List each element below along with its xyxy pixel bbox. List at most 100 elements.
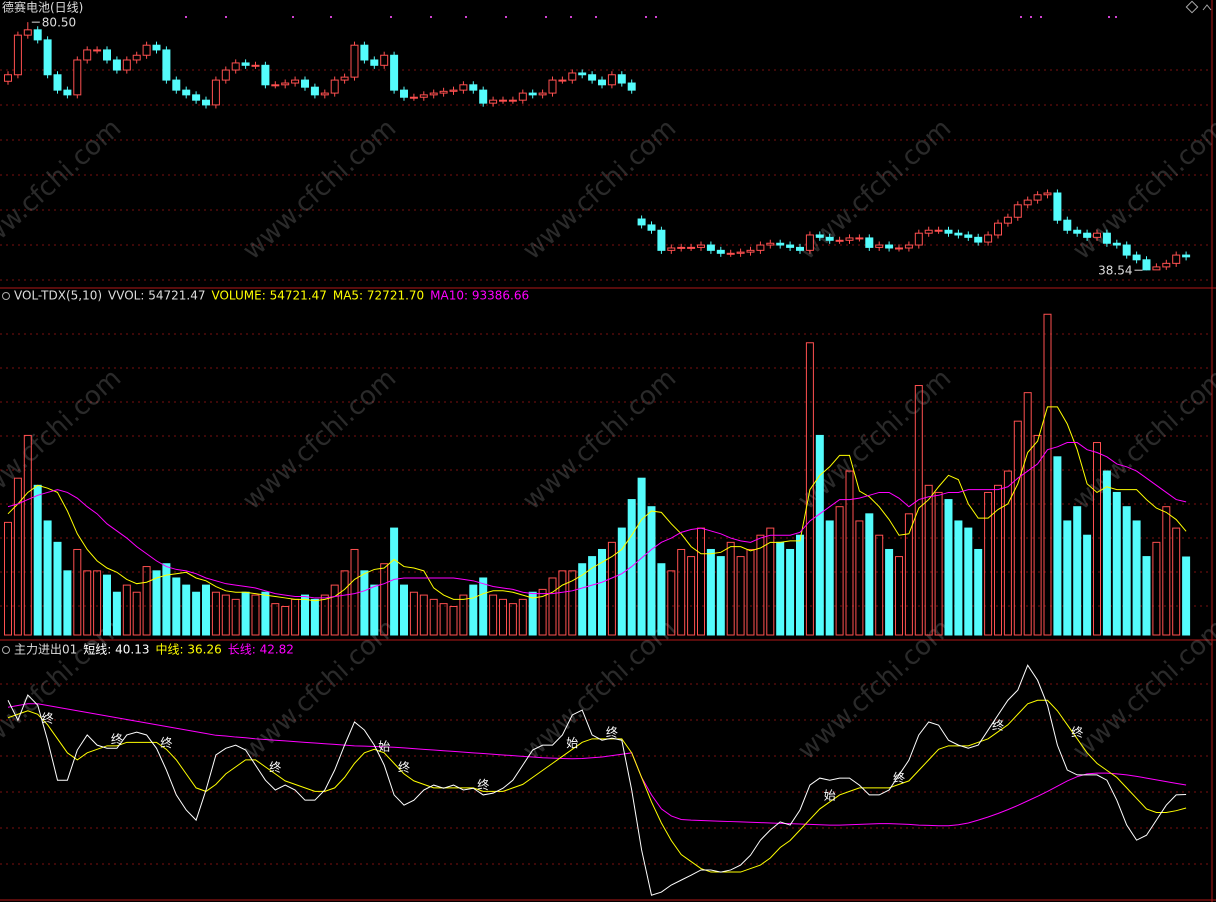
candle-body bbox=[33, 29, 42, 41]
candle-body bbox=[409, 96, 418, 99]
volume-bar bbox=[370, 584, 379, 636]
candle-body bbox=[142, 44, 151, 56]
candle-body bbox=[370, 59, 379, 66]
volume-bar bbox=[1033, 434, 1042, 636]
candle-body bbox=[211, 79, 220, 106]
icon-diamond[interactable] bbox=[1185, 0, 1199, 14]
candle-body bbox=[63, 89, 72, 96]
volume-bar bbox=[518, 598, 527, 636]
candle-body bbox=[13, 34, 22, 76]
volume-bar bbox=[766, 527, 775, 636]
icon-collapse[interactable] bbox=[1202, 4, 1212, 11]
volume-bar bbox=[23, 434, 32, 636]
candle-body bbox=[152, 44, 161, 51]
candle-body bbox=[904, 244, 913, 249]
candle-body bbox=[518, 92, 527, 101]
volume-bar bbox=[994, 484, 1002, 636]
top-marker bbox=[1030, 16, 1032, 18]
volume-bar bbox=[528, 591, 537, 636]
candle-body bbox=[241, 62, 250, 66]
volume-bar bbox=[796, 534, 804, 636]
volume-bar bbox=[449, 605, 458, 636]
candle-body bbox=[1142, 259, 1151, 271]
candle-body bbox=[400, 89, 408, 98]
candle-body bbox=[1182, 254, 1191, 258]
candle-body bbox=[598, 79, 606, 86]
volume-bar bbox=[667, 570, 676, 636]
top-marker bbox=[185, 16, 187, 18]
candle-body bbox=[964, 234, 973, 238]
volume-bar bbox=[776, 541, 785, 636]
candle-body bbox=[1043, 192, 1052, 196]
volume-bar bbox=[1122, 506, 1131, 636]
header-label: MA10: 93386.66 bbox=[430, 289, 529, 303]
candle-body bbox=[360, 44, 369, 61]
candle-body bbox=[1063, 219, 1072, 231]
volume-bar bbox=[142, 566, 151, 636]
top-marker bbox=[545, 16, 547, 18]
volume-bar bbox=[736, 556, 745, 636]
volume-bar bbox=[835, 506, 844, 636]
volume-bar bbox=[172, 577, 181, 636]
candle-body bbox=[1003, 216, 1012, 224]
volume-bar bbox=[301, 594, 309, 636]
candle-body bbox=[112, 59, 121, 71]
volume-bar bbox=[657, 563, 666, 636]
volume-bar bbox=[152, 570, 161, 636]
volume-bar bbox=[558, 570, 567, 636]
line-series bbox=[7, 699, 1187, 873]
line-series bbox=[7, 703, 1187, 827]
line-series bbox=[7, 406, 1187, 602]
candle-body bbox=[93, 49, 102, 52]
candle-body bbox=[697, 244, 705, 248]
volume-bar bbox=[83, 570, 92, 636]
candle-body bbox=[766, 242, 775, 246]
volume-bar bbox=[231, 598, 240, 636]
candle-body bbox=[350, 44, 359, 78]
candle-body bbox=[786, 244, 795, 248]
volume-bar bbox=[1172, 527, 1181, 636]
volume-bar bbox=[1083, 534, 1092, 636]
volume-bar bbox=[627, 499, 636, 636]
header-label: 主力进出01 bbox=[14, 643, 77, 657]
top-marker bbox=[225, 16, 227, 18]
volume-bar bbox=[1142, 556, 1151, 636]
volume-bar bbox=[845, 470, 854, 636]
candle-body bbox=[508, 99, 517, 102]
candle-body bbox=[875, 244, 884, 248]
candle-body bbox=[489, 99, 498, 104]
candle-body bbox=[469, 84, 478, 91]
top-marker bbox=[390, 16, 392, 18]
header-label: VOL-TDX(5,10) bbox=[14, 289, 102, 303]
candle-body bbox=[617, 74, 626, 84]
candle-body bbox=[944, 229, 953, 234]
candle-body bbox=[974, 236, 983, 243]
volume-bar bbox=[568, 570, 577, 636]
volume-bar bbox=[1093, 442, 1101, 636]
volume-bar bbox=[1162, 506, 1171, 636]
signal-label: 终 bbox=[477, 777, 489, 792]
candle-body bbox=[132, 54, 141, 61]
volume-bar bbox=[706, 548, 715, 636]
signal-label: 终 bbox=[398, 759, 410, 774]
signal-label: 终 bbox=[606, 724, 618, 739]
volume-bar bbox=[211, 591, 220, 636]
volume-bar bbox=[221, 594, 230, 636]
candle-body bbox=[746, 249, 755, 253]
volume-bar bbox=[340, 570, 349, 636]
candle-body bbox=[924, 229, 933, 234]
candle-body bbox=[43, 39, 52, 76]
volume-bar bbox=[33, 484, 42, 636]
volume-bar bbox=[538, 588, 547, 636]
candle-body bbox=[459, 84, 468, 91]
volume-bar bbox=[647, 506, 656, 636]
volume-bar bbox=[73, 548, 82, 636]
candle-body bbox=[528, 92, 537, 96]
volume-bar bbox=[1003, 470, 1012, 636]
volume-bar bbox=[588, 556, 597, 636]
signal-label: 终 bbox=[992, 717, 1004, 732]
candle-body bbox=[103, 49, 111, 61]
candle-body bbox=[568, 72, 577, 81]
volume-bar bbox=[429, 598, 438, 636]
